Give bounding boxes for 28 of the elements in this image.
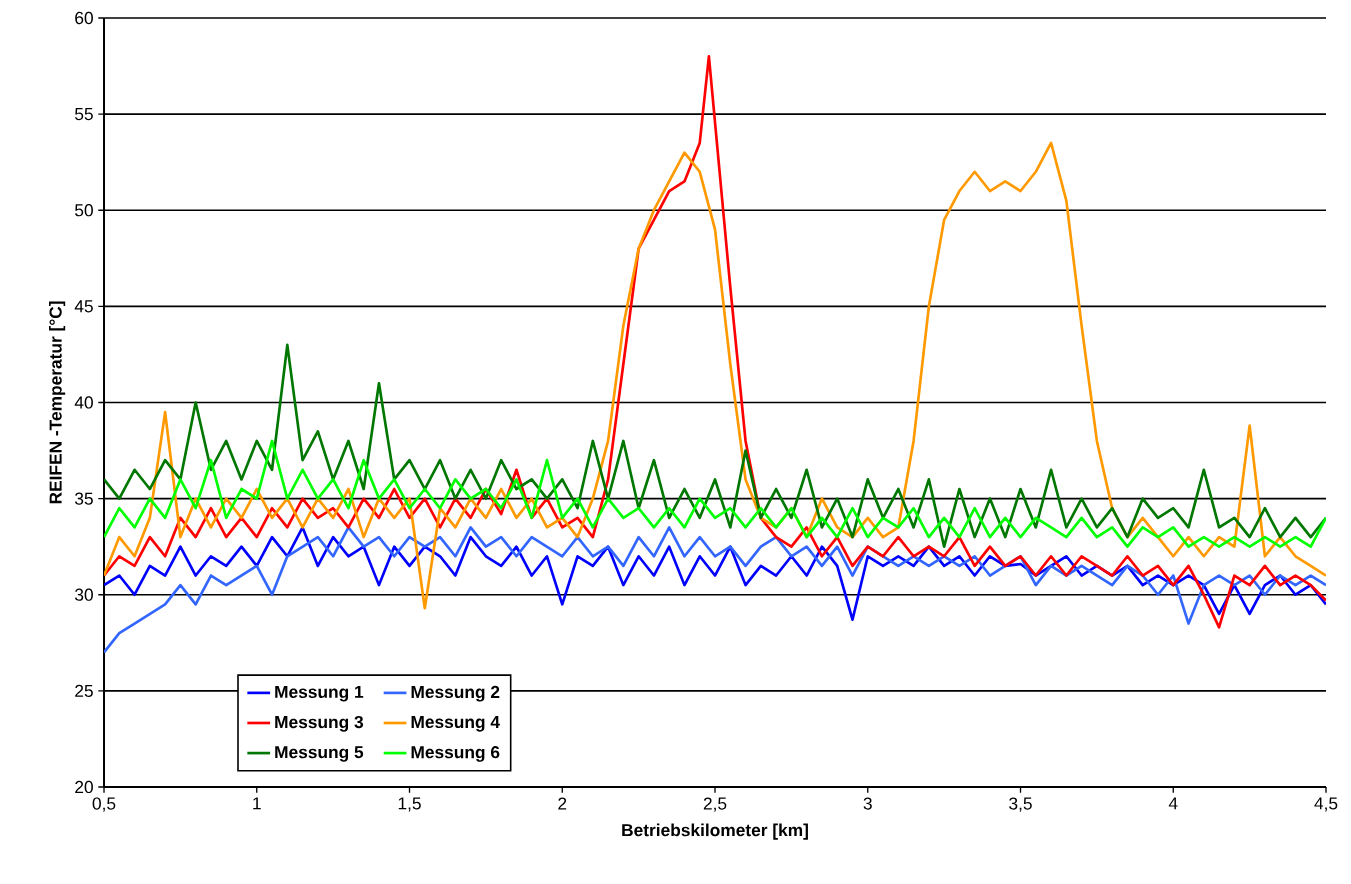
line-series <box>104 439 1327 549</box>
legend-label: Messung 3 <box>275 715 364 732</box>
y-tick-label: 55 <box>75 108 93 121</box>
x-tick-label: 2 <box>558 797 567 810</box>
x-tick-label: 1 <box>253 797 261 810</box>
x-tick-label: 0,5 <box>92 797 116 812</box>
y-tick-label: 60 <box>75 11 93 25</box>
legend-label: Messung 5 <box>275 746 364 762</box>
x-tick-label: 2,5 <box>703 797 727 812</box>
legend-label: Messung 4 <box>411 716 500 732</box>
legend-label: Messung 1 <box>275 685 364 702</box>
x-axis-title: Betriebskilometer [km] <box>622 823 808 840</box>
line-series <box>104 343 1327 549</box>
y-tick-label: 45 <box>74 300 93 313</box>
x-tick-label: 4,5 <box>1314 797 1338 812</box>
y-tick-label: 20 <box>75 780 93 794</box>
y-tick-label: 35 <box>75 492 93 505</box>
y-tick-label: 25 <box>75 684 93 697</box>
x-tick-label: 4 <box>1168 797 1178 810</box>
x-tick-label: 3,5 <box>1009 797 1032 812</box>
x-tick-label: 1,5 <box>398 797 421 812</box>
y-tick-label: 50 <box>75 204 93 217</box>
legend-label: Messung 6 <box>411 746 500 762</box>
x-tick-label: 3 <box>863 797 872 810</box>
legend-label: Messung 2 <box>411 685 500 702</box>
y-axis-title: REIFEN -Temperatur [°C] <box>49 301 66 504</box>
y-tick-label: 30 <box>75 588 93 601</box>
y-tick-label: 40 <box>74 396 93 409</box>
